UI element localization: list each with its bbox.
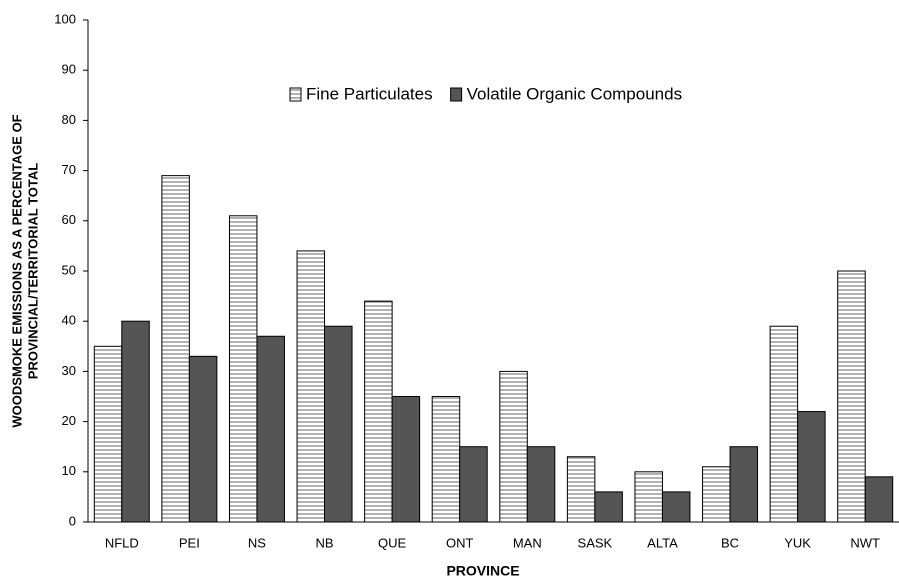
y-tick-label: 10 [62, 463, 76, 478]
bar [526, 446, 556, 523]
bar [661, 491, 691, 523]
y-tick-label: 80 [62, 112, 76, 127]
y-tick-label: 70 [62, 162, 76, 177]
x-tick-label: NFLD [105, 535, 139, 550]
y-tick-label: 60 [62, 212, 76, 227]
bar [702, 466, 731, 523]
bar [188, 355, 218, 523]
x-tick-label: BC [721, 535, 739, 550]
bar [837, 270, 866, 523]
legend-swatch [289, 87, 302, 102]
bar [459, 446, 488, 523]
x-axis-title: PROVINCE [446, 563, 519, 579]
legend-label: Fine Particulates [306, 84, 433, 103]
bar [769, 325, 799, 523]
bar [364, 300, 393, 523]
bar [228, 215, 258, 523]
x-tick-label: ALTA [647, 535, 678, 550]
x-tick-label: PEI [179, 535, 200, 550]
x-tick-label: NB [316, 535, 334, 550]
x-tick-label: NWT [850, 535, 880, 550]
x-tick-label: ONT [446, 535, 474, 550]
y-tick-label: 100 [54, 11, 76, 26]
y-tick-label: 30 [62, 363, 76, 378]
bar [296, 250, 326, 523]
x-tick-label: QUE [378, 535, 407, 550]
legend-label: Volatile Organic Compounds [467, 84, 682, 103]
bar [93, 345, 123, 523]
x-tick-label: SASK [578, 535, 613, 550]
bar [431, 396, 461, 523]
bar [499, 370, 528, 523]
x-tick-label: NS [248, 535, 266, 550]
legend-swatch [450, 87, 463, 102]
y-axis-title: PROVINCIAL/TERRITORIAL TOTAL [25, 163, 40, 379]
bar [324, 325, 353, 523]
y-tick-label: 50 [62, 262, 76, 277]
bar [797, 411, 826, 523]
y-tick-label: 0 [69, 513, 76, 528]
y-tick-label: 40 [62, 313, 76, 328]
y-tick-label: 20 [62, 413, 76, 428]
x-tick-label: YUK [784, 535, 811, 550]
bar [391, 396, 421, 523]
bar [566, 456, 596, 523]
bar [634, 471, 663, 523]
bar [594, 491, 623, 523]
bar [864, 476, 894, 523]
bar [256, 335, 285, 523]
y-axis-title: WOODSMOKE EMISSIONS AS A PERCENTAGE OF [9, 114, 24, 427]
y-tick-label: 90 [62, 62, 76, 77]
bar [729, 446, 759, 523]
bar [161, 175, 190, 523]
x-tick-label: MAN [513, 535, 542, 550]
bar [121, 320, 150, 523]
